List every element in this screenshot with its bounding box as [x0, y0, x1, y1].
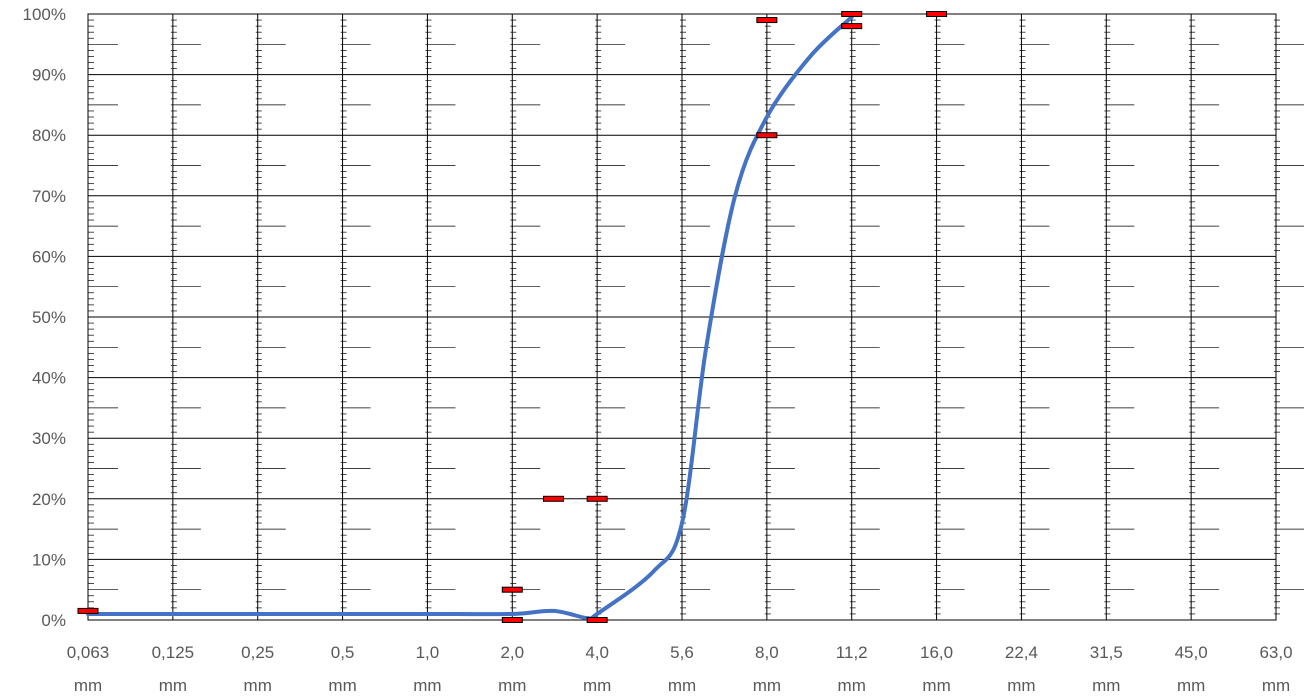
x-tick-unit: mm: [1007, 676, 1035, 695]
x-tick-label: 0,125: [152, 643, 195, 662]
limit-marker: [542, 495, 564, 502]
limit-marker: [501, 586, 523, 593]
y-tick-label: 10%: [32, 550, 66, 569]
limit-marker: [756, 17, 778, 24]
x-tick-label: 31,5: [1090, 643, 1123, 662]
x-tick-unit: mm: [838, 676, 866, 695]
limit-marker: [586, 617, 608, 623]
x-tick-unit: mm: [668, 676, 696, 695]
y-tick-label: 60%: [32, 247, 66, 266]
x-tick-label: 16,0: [920, 643, 953, 662]
x-tick-label: 5,6: [670, 643, 694, 662]
y-tick-label: 50%: [32, 308, 66, 327]
limit-marker: [841, 11, 863, 17]
y-tick-label: 30%: [32, 429, 66, 448]
x-tick-unit: mm: [413, 676, 441, 695]
x-tick-label: 63,0: [1259, 643, 1292, 662]
x-tick-label: 0,063: [67, 643, 110, 662]
y-tick-label: 70%: [32, 187, 66, 206]
x-tick-unit: mm: [74, 676, 102, 695]
x-tick-unit: mm: [159, 676, 187, 695]
y-tick-label: 40%: [32, 369, 66, 388]
limit-marker: [77, 607, 99, 614]
x-tick-unit: mm: [244, 676, 272, 695]
x-tick-label: 0,5: [331, 643, 355, 662]
x-tick-label: 22,4: [1005, 643, 1038, 662]
x-tick-unit: mm: [922, 676, 950, 695]
x-tick-unit: mm: [498, 676, 526, 695]
x-tick-label: 11,2: [836, 643, 868, 662]
grading-curve-line: [86, 15, 854, 622]
x-tick-unit: mm: [328, 676, 356, 695]
x-tick-unit: mm: [583, 676, 611, 695]
x-tick-unit: mm: [1262, 676, 1290, 695]
x-tick-label: 1,0: [416, 643, 440, 662]
limit-marker: [756, 132, 778, 139]
x-tick-label: 2,0: [500, 643, 524, 662]
x-tick-label: 0,25: [241, 643, 274, 662]
y-tick-label: 0%: [41, 611, 66, 630]
y-tick-label: 20%: [32, 490, 66, 509]
limit-marker: [926, 11, 948, 17]
x-tick-label: 45,0: [1175, 643, 1208, 662]
x-tick-label: 4,0: [585, 643, 609, 662]
plot-border: [87, 13, 1277, 621]
y-tick-label: 90%: [32, 66, 66, 85]
x-tick-unit: mm: [1177, 676, 1205, 695]
limit-marker: [841, 23, 863, 30]
x-tick-label: 8,0: [755, 643, 779, 662]
y-tick-label: 100%: [23, 5, 66, 24]
limit-marker: [501, 617, 523, 623]
limit-marker: [586, 495, 608, 502]
x-tick-unit: mm: [753, 676, 781, 695]
y-tick-label: 80%: [32, 126, 66, 145]
x-tick-unit: mm: [1092, 676, 1120, 695]
